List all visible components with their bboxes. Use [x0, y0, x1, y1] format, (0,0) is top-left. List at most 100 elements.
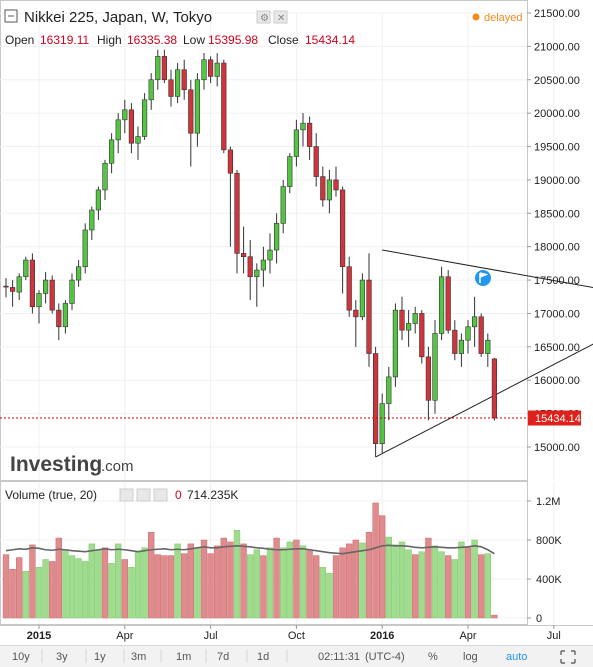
candle[interactable] [155, 49, 161, 90]
volume-close-icon[interactable] [153, 488, 168, 502]
candle[interactable] [135, 126, 141, 160]
candle[interactable] [273, 213, 280, 264]
candle[interactable] [260, 246, 267, 287]
candle[interactable] [392, 303, 399, 387]
candle[interactable] [353, 300, 359, 347]
event-flag-marker[interactable] [475, 270, 491, 286]
candle[interactable] [148, 73, 154, 110]
ohlc-low-label: Low [183, 33, 205, 47]
log-button[interactable]: log [463, 651, 478, 663]
candle[interactable] [122, 99, 128, 134]
range-button-3m[interactable]: 3m [131, 651, 146, 663]
range-button-1m[interactable]: 1m [176, 651, 191, 663]
candle[interactable] [82, 223, 88, 274]
candle[interactable] [201, 53, 207, 90]
settings-icon[interactable] [256, 10, 271, 24]
timezone-button[interactable]: (UTC-4) [365, 651, 405, 663]
candle[interactable] [247, 240, 253, 301]
candle[interactable] [366, 253, 372, 367]
volume-gear-icon[interactable] [136, 488, 151, 502]
candle[interactable] [306, 116, 313, 160]
candle[interactable] [359, 273, 366, 321]
auto-button[interactable]: auto [506, 651, 527, 663]
candle[interactable] [485, 333, 491, 367]
candle[interactable] [227, 146, 234, 247]
candle[interactable] [432, 320, 438, 414]
candle[interactable] [458, 333, 465, 367]
candle[interactable] [339, 186, 346, 294]
candle[interactable] [76, 260, 82, 287]
percent-button[interactable]: % [428, 651, 438, 663]
candle[interactable] [42, 272, 49, 304]
candle[interactable] [471, 296, 478, 347]
candle[interactable] [320, 166, 326, 207]
candle[interactable] [69, 273, 75, 311]
candle[interactable] [491, 357, 498, 421]
candle[interactable] [36, 290, 42, 324]
candle[interactable] [465, 320, 471, 354]
close-icon[interactable] [273, 10, 288, 24]
candle[interactable] [241, 226, 247, 274]
candle[interactable] [419, 310, 425, 364]
candle[interactable] [29, 253, 36, 314]
candle[interactable] [109, 133, 115, 174]
candle[interactable] [379, 393, 385, 454]
candle[interactable] [452, 320, 458, 361]
candle[interactable] [142, 93, 148, 140]
candle[interactable] [16, 273, 22, 301]
range-button-7d[interactable]: 7d [217, 651, 229, 663]
candle[interactable] [128, 103, 135, 154]
candle[interactable] [175, 63, 181, 104]
candle[interactable] [188, 79, 194, 167]
candle[interactable] [89, 206, 95, 241]
candle[interactable] [280, 179, 286, 234]
candle[interactable] [287, 153, 293, 194]
candle[interactable] [3, 278, 9, 298]
candle[interactable] [438, 266, 445, 341]
candle[interactable] [293, 119, 300, 167]
candle[interactable] [95, 186, 101, 220]
candle[interactable] [412, 306, 418, 334]
candle[interactable] [102, 159, 108, 200]
candle[interactable] [399, 296, 405, 341]
candle[interactable] [10, 280, 16, 307]
candle[interactable] [254, 263, 260, 307]
range-button-1d[interactable]: 1d [257, 651, 269, 663]
fullscreen-icon[interactable] [560, 650, 576, 664]
candle[interactable] [168, 69, 174, 107]
candle[interactable] [181, 59, 187, 100]
candle[interactable] [267, 233, 273, 274]
range-button-3y[interactable]: 3y [56, 651, 68, 663]
candle[interactable] [386, 366, 392, 421]
candle[interactable] [23, 256, 29, 281]
candle[interactable] [115, 113, 121, 154]
candle[interactable] [425, 346, 432, 421]
volume-bar-down [352, 539, 359, 619]
range-button-10y[interactable]: 10y [12, 651, 30, 663]
candle[interactable] [56, 303, 62, 341]
candle-body-down [49, 279, 55, 311]
candle[interactable] [346, 256, 352, 317]
candle[interactable] [326, 169, 333, 214]
candle[interactable] [62, 300, 68, 334]
candle[interactable] [208, 56, 214, 84]
candle[interactable] [214, 53, 220, 87]
candle[interactable] [194, 73, 201, 147]
candle[interactable] [300, 113, 306, 147]
candle[interactable] [333, 166, 339, 197]
candle[interactable] [161, 49, 168, 84]
trendline[interactable] [375, 327, 593, 458]
volume-bar-up [385, 536, 392, 619]
candle[interactable] [49, 275, 55, 314]
trendline[interactable] [382, 249, 593, 293]
volume-settings-icon[interactable] [119, 488, 134, 502]
candle[interactable] [313, 133, 319, 187]
candle[interactable] [445, 270, 451, 334]
candle-body-up [471, 316, 478, 328]
candle[interactable] [478, 313, 484, 357]
range-button-1y[interactable]: 1y [94, 651, 106, 663]
candle[interactable] [372, 346, 379, 458]
candle[interactable] [405, 310, 412, 347]
candle[interactable] [234, 169, 240, 274]
candle[interactable] [221, 59, 227, 154]
